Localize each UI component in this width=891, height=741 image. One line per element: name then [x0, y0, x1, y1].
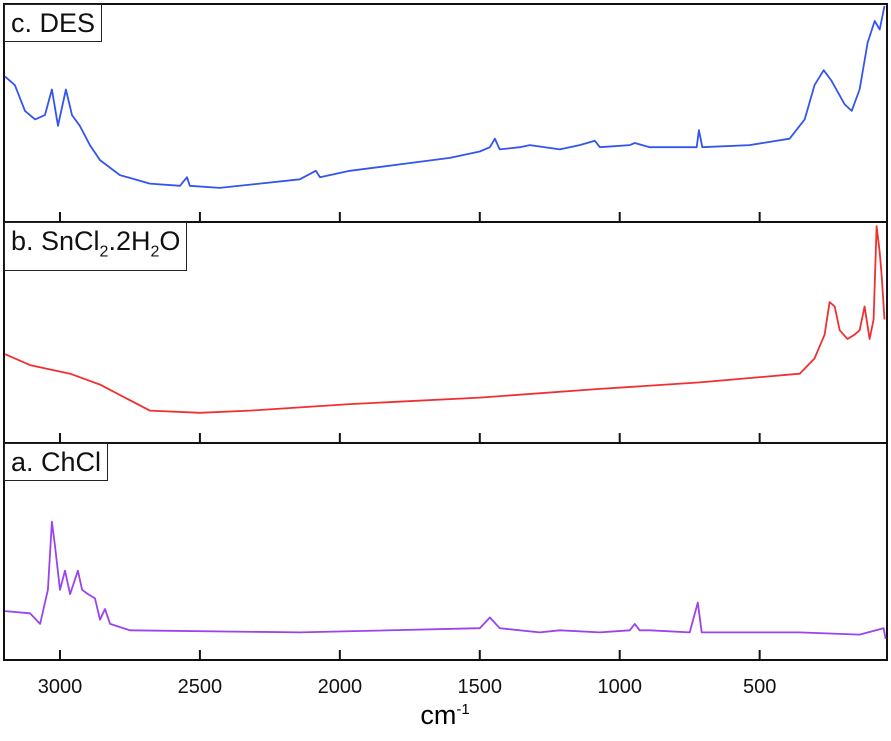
x-tick-label: 1000	[597, 676, 642, 698]
panel-frame	[3, 3, 888, 223]
panel-label-sncl2: b. SnCl2.2H2O	[4, 222, 188, 272]
panel-frame	[3, 442, 888, 661]
spectrum-line-des	[4, 5, 886, 189]
x-tick-label: 3000	[37, 676, 83, 698]
spectrum-line-sncl22h2o	[4, 225, 886, 414]
x-tick-label: 2000	[317, 676, 363, 698]
x-tick-label: 2500	[177, 676, 223, 698]
x-tick-label: 500	[742, 676, 777, 698]
spectrum-line-chcl	[5, 520, 887, 639]
panel-label-chcl: a. ChCl	[4, 443, 109, 481]
panel-label-des: c. DES	[4, 4, 103, 42]
x-axis-label: cm-1	[420, 700, 470, 730]
x-tick-label: 1500	[457, 676, 503, 698]
